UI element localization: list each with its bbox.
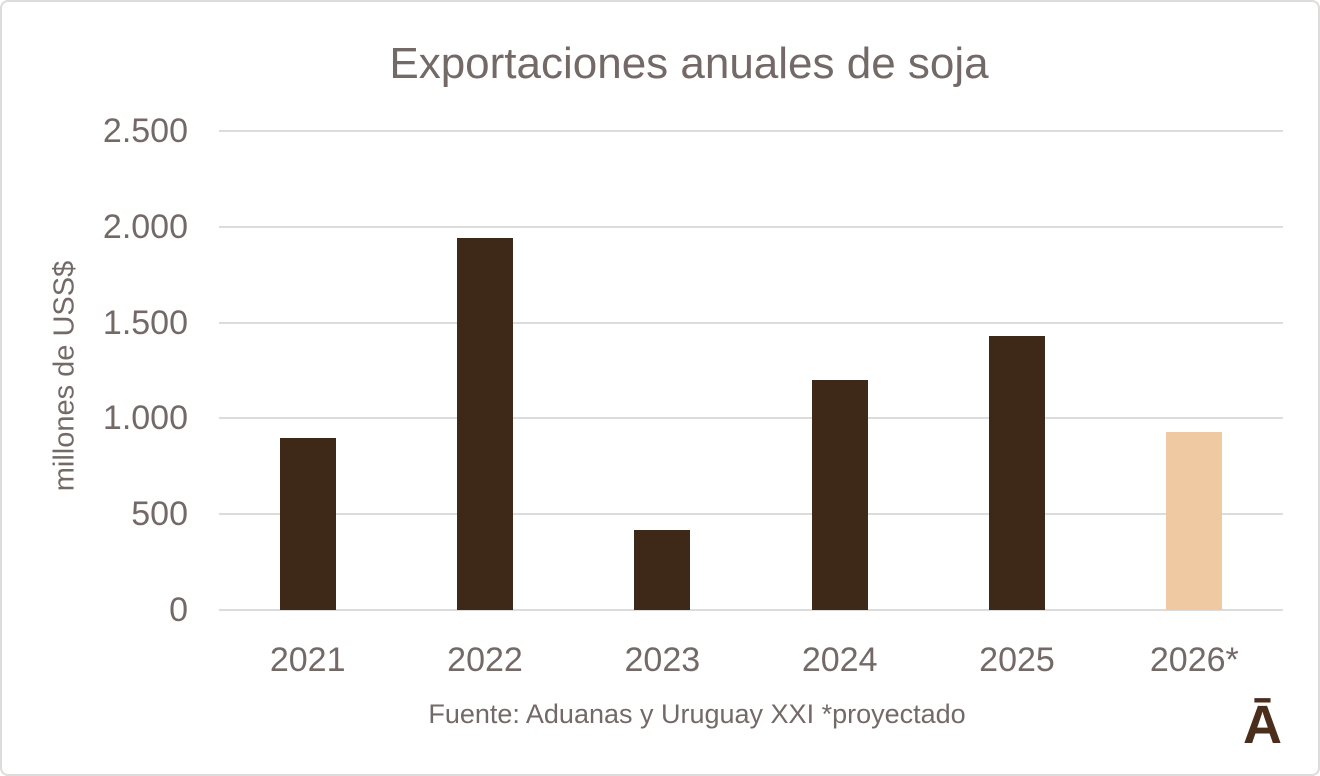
bar-2026-projected xyxy=(1166,431,1223,610)
bar-2021 xyxy=(279,437,336,610)
x-tick-label: 2024 xyxy=(801,641,878,679)
gridline xyxy=(219,417,1283,420)
chart-title: Exportaciones anuales de soja xyxy=(389,39,989,88)
gridline xyxy=(219,225,1283,228)
source-note: Fuente: Aduanas y Uruguay XXI *proyectad… xyxy=(428,699,966,729)
y-tick-label: 2.000 xyxy=(102,207,188,246)
gridline xyxy=(219,321,1283,324)
brand-logo: Ā xyxy=(1243,695,1282,755)
y-tick-label: 1.000 xyxy=(102,399,188,438)
x-axis-tick-labels: 2021 2022 2023 2024 2025 2026* xyxy=(219,640,1283,684)
x-axis-line xyxy=(219,609,1283,611)
bar-2023 xyxy=(634,529,691,610)
x-tick-label: 2021 xyxy=(269,641,346,679)
plot-area xyxy=(219,130,1283,611)
y-tick-label: 500 xyxy=(131,495,188,534)
bar-2025 xyxy=(989,336,1045,610)
y-axis-tick-labels: 0 500 1.000 1.500 2.000 2.500 xyxy=(42,112,188,629)
x-tick-label: 2022 xyxy=(447,641,523,679)
gridline xyxy=(219,130,1283,132)
x-tick-label: 2026* xyxy=(1149,641,1239,679)
bar-2024 xyxy=(811,380,868,610)
x-tick-label: 2025 xyxy=(979,641,1055,679)
x-tick-label: 2023 xyxy=(624,641,701,679)
y-tick-label: 2.500 xyxy=(102,112,188,150)
y-tick-label: 0 xyxy=(169,591,188,629)
gridline xyxy=(219,513,1283,516)
bar-2022 xyxy=(457,238,513,610)
y-tick-label: 1.500 xyxy=(102,303,188,342)
